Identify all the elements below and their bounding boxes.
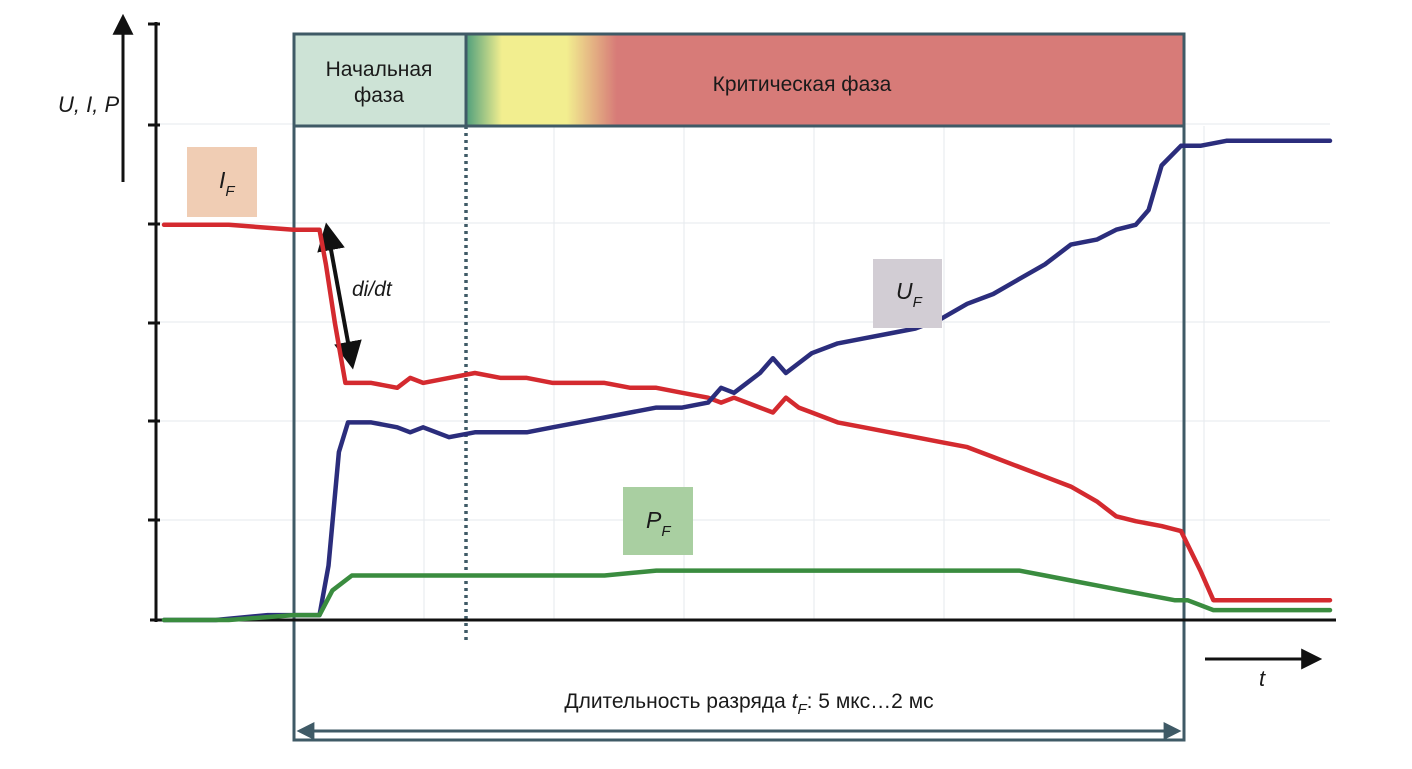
series-label-I: IF — [187, 147, 257, 217]
critical-phase-band — [466, 34, 1184, 126]
series-layer — [161, 138, 1333, 623]
series-line-I — [161, 222, 1333, 603]
didt-arrow — [317, 222, 362, 370]
initial-phase-label: Начальная фаза — [326, 58, 433, 107]
y-axis-label: U, I, P — [58, 92, 119, 117]
series-label-I-bg — [187, 147, 257, 217]
series-label-P: PF — [623, 487, 693, 555]
critical-phase-label: Критическая фаза — [713, 73, 892, 96]
series-label-U: UF — [873, 259, 942, 328]
x-axis-label: t — [1259, 666, 1266, 691]
duration-label: Длительность разряда tF: 5 мкс…2 мс — [564, 690, 933, 718]
series-label-P-bg — [623, 487, 693, 555]
initial-phase-band — [294, 34, 466, 126]
series-label-U-bg — [873, 259, 942, 328]
series-label-P-text: PF — [646, 507, 671, 540]
series-label-I-text: IF — [219, 167, 235, 200]
didt-annotation: di/dt — [352, 278, 393, 301]
discharge-frame — [292, 32, 1186, 742]
series-line-U — [161, 138, 1333, 623]
series-label-U-text: UF — [896, 278, 923, 311]
series-line-P — [161, 568, 1333, 623]
y-ticks — [148, 22, 160, 522]
